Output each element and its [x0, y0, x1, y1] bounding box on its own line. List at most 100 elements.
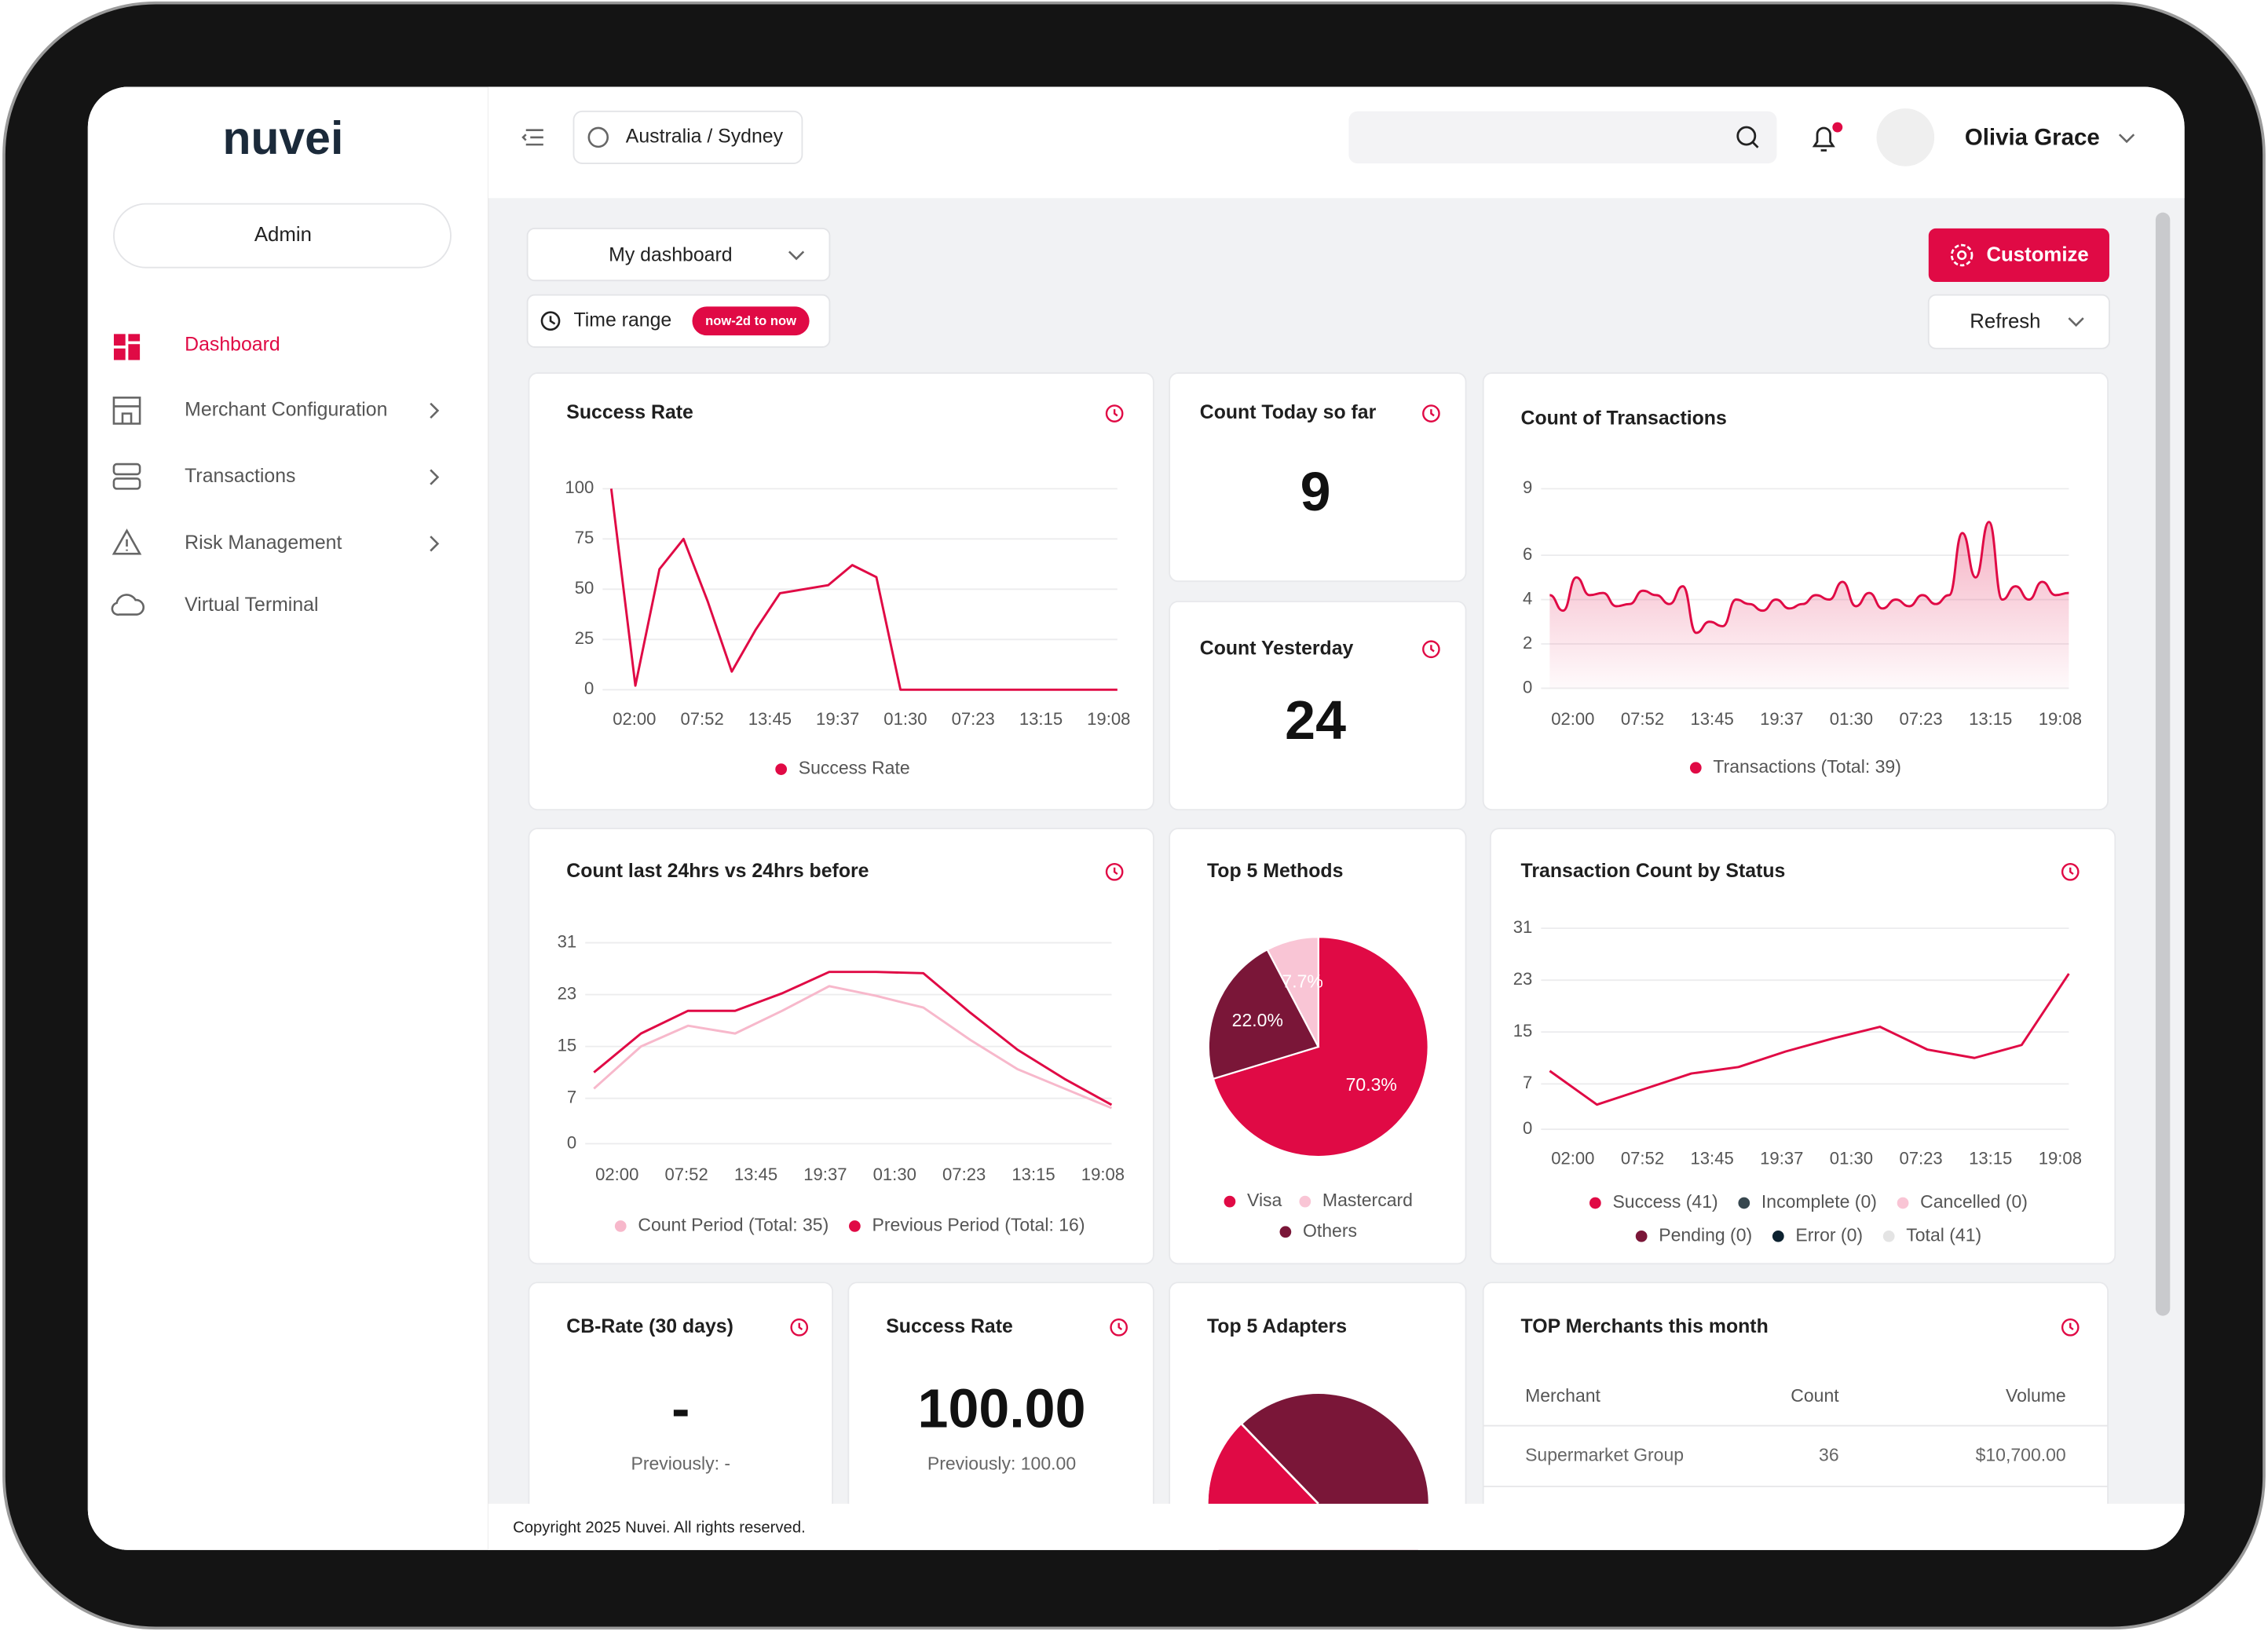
y-tick-label: 50 — [575, 578, 594, 598]
dashboard-select[interactable] — [526, 228, 831, 282]
footer — [488, 1503, 2185, 1550]
legend-label: Mastercard — [1322, 1190, 1413, 1210]
chevron — [2068, 317, 2084, 327]
x-tick-label: 13:45 — [1691, 709, 1734, 729]
logo: nuvei — [222, 113, 343, 164]
kpi-value: 100.00 — [918, 1377, 1086, 1439]
card-count-today — [1169, 372, 1467, 583]
y-tick-label: 0 — [584, 678, 594, 698]
legend-item: Incomplete (0) — [1738, 1191, 1877, 1212]
nav-label: Merchant Configuration — [185, 399, 387, 420]
legend-item: Previous Period (Total: 16) — [849, 1215, 1085, 1235]
legend-swatch — [1897, 1197, 1909, 1209]
y-tick-label: 23 — [558, 983, 577, 1003]
y-tick-label: 31 — [558, 931, 577, 951]
slice-label: 70.3% — [1346, 1074, 1397, 1095]
legend-label: Visa — [1247, 1190, 1282, 1210]
menu-toggle[interactable] — [521, 129, 543, 146]
x-tick-label: 13:45 — [734, 1165, 777, 1184]
user-name[interactable]: Olivia Grace — [1965, 125, 2100, 151]
y-tick-label: 15 — [558, 1035, 577, 1055]
y-tick-label: 23 — [1513, 969, 1533, 989]
pie-slice — [1266, 936, 1319, 1048]
x-tick-label: 19:08 — [1081, 1165, 1125, 1184]
notifications[interactable] — [1812, 122, 1843, 152]
search-box[interactable] — [1348, 111, 1777, 164]
nav-transactions[interactable]: Transactions — [112, 463, 440, 490]
x-tick-label: 19:37 — [816, 709, 859, 729]
legend-item: Success (41) — [1589, 1191, 1718, 1212]
card-title: Success Rate — [566, 402, 693, 423]
nav-merchant[interactable]: Merchant Configuration — [112, 397, 440, 425]
legend-swatch — [614, 1220, 627, 1232]
legend-item: Count Period (Total: 35) — [614, 1215, 829, 1235]
x-tick-label: 13:45 — [748, 709, 792, 729]
x-tick-label: 01:30 — [1830, 1149, 1873, 1168]
x-tick-label: 01:30 — [1830, 709, 1873, 729]
card-title: Count Today so far — [1200, 402, 1377, 423]
line — [1549, 521, 2069, 634]
legend-swatch — [1772, 1230, 1784, 1242]
legend-label: Transactions (Total: 39) — [1713, 756, 1900, 777]
x-tick-label: 19:08 — [2039, 1149, 2082, 1168]
x-tick-label: 01:30 — [883, 709, 927, 729]
user-menu-chevron[interactable] — [2118, 133, 2135, 144]
scrollbar[interactable] — [2155, 212, 2171, 1316]
y-tick-label: 75 — [575, 528, 594, 547]
x-tick-label: 07:23 — [952, 709, 995, 729]
time-range-label: Time range — [573, 309, 671, 331]
x-tick-label: 07:52 — [1621, 1149, 1664, 1168]
y-tick-label: 31 — [1513, 917, 1533, 937]
x-tick-label: 19:37 — [1760, 1149, 1803, 1168]
sidebar — [87, 86, 489, 1550]
kpi-value: 9 — [1300, 461, 1331, 522]
line — [593, 971, 1113, 1106]
card-title: Success Rate — [886, 1316, 1013, 1337]
x-tick-label: 07:52 — [680, 709, 723, 729]
y-tick-label: 25 — [575, 628, 594, 648]
nav-dashboard[interactable]: Dashboard — [113, 334, 280, 360]
search-icon — [1736, 126, 1759, 148]
legend-swatch — [1224, 1195, 1236, 1208]
role-button[interactable] — [113, 203, 452, 269]
timezone: Australia / Sydney — [626, 126, 784, 147]
card-title: TOP Merchants this month — [1521, 1316, 1769, 1337]
legend-label: Success (41) — [1612, 1191, 1717, 1212]
x-tick-label: 13:15 — [1019, 709, 1063, 729]
chevron — [788, 251, 805, 261]
nav-label: Risk Management — [185, 532, 342, 554]
legend-label: Previous Period (Total: 16) — [872, 1215, 1085, 1235]
x-tick-label: 02:00 — [595, 1165, 638, 1184]
legend-swatch — [775, 763, 788, 775]
area — [1549, 521, 2069, 689]
nav-label: Virtual Terminal — [185, 594, 318, 616]
table-header: Volume — [2006, 1385, 2066, 1406]
nav-risk[interactable]: Risk Management — [112, 528, 440, 555]
legend-label: Incomplete (0) — [1761, 1191, 1877, 1212]
y-tick-label: 7 — [1523, 1073, 1532, 1092]
legend-item: Pending (0) — [1635, 1224, 1752, 1245]
avatar — [1876, 108, 1935, 166]
legend-label: Count Period (Total: 35) — [638, 1215, 829, 1235]
y-tick-label: 0 — [567, 1132, 576, 1152]
timezone-selector[interactable] — [572, 110, 803, 164]
refresh-button[interactable] — [1927, 294, 2110, 349]
kpi-value: 24 — [1285, 689, 1346, 751]
card-title: Top 5 Adapters — [1207, 1316, 1347, 1337]
nav-terminal[interactable]: Virtual Terminal — [111, 594, 319, 616]
y-tick-label: 0 — [1523, 1118, 1532, 1138]
y-tick-label: 4 — [1523, 588, 1532, 608]
x-tick-label: 19:37 — [803, 1165, 847, 1184]
customize-button[interactable] — [1928, 228, 2109, 283]
card-count-transactions — [1482, 372, 2109, 811]
x-tick-label: 02:00 — [1551, 1149, 1594, 1168]
kpi-value: - — [671, 1377, 690, 1439]
legend-item: Cancelled (0) — [1897, 1191, 2028, 1212]
role: Admin — [254, 224, 312, 246]
line — [1549, 973, 2070, 1106]
footer-text: Copyright 2025 Nuvei. All rights reserve… — [513, 1519, 806, 1537]
x-tick-label: 13:45 — [1691, 1149, 1734, 1168]
legend-swatch — [849, 1220, 861, 1232]
time-badge — [692, 306, 810, 336]
card-count-yesterday — [1169, 601, 1467, 811]
